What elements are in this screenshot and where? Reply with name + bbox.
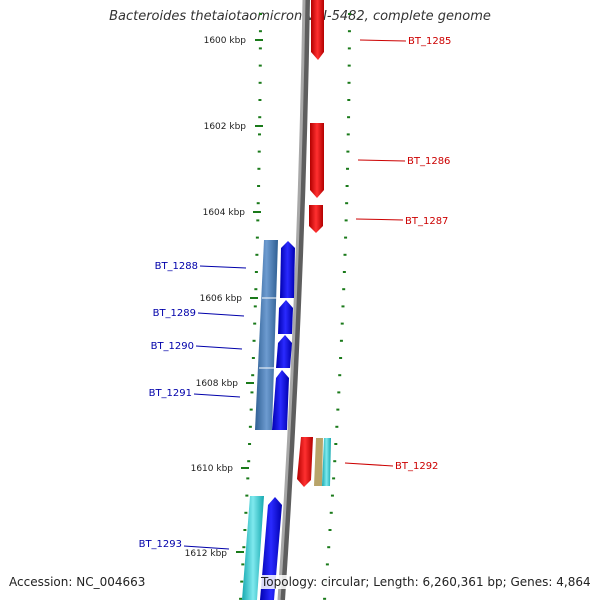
gene-arrow-forward[interactable] <box>260 497 282 600</box>
accession-label: Accession: NC_004663 <box>7 575 148 589</box>
gene-BT_1291[interactable]: BT_1291 <box>149 370 289 430</box>
ruler-label-1610: 1610 kbp <box>191 464 234 474</box>
gene-arrow-reverse[interactable] <box>309 205 323 233</box>
gene-arrow-forward[interactable] <box>280 241 295 298</box>
map-title: Bacteroides thetaiotaomicron VPI-5482, c… <box>109 9 491 24</box>
gene-arrow-reverse[interactable] <box>310 123 324 198</box>
topology-label: Topology: circular; Length: 6,260,361 bp… <box>259 575 593 589</box>
gene-BT_1290[interactable]: BT_1290 <box>151 335 292 368</box>
gene-BT_1293[interactable]: BT_1293 <box>139 496 282 600</box>
ortholog-bar-cyan <box>322 438 331 486</box>
gene-label-leader <box>183 545 230 550</box>
gene-BT_1289[interactable]: BT_1289 <box>153 300 293 334</box>
gene-BT_1292[interactable]: BT_1292 <box>297 437 438 487</box>
ruler-label-1602: 1602 kbp <box>204 122 247 132</box>
ruler-label-1608: 1608 kbp <box>196 379 239 389</box>
gene-arrow-forward[interactable] <box>272 370 289 430</box>
ruler-label-1604: 1604 kbp <box>203 208 246 218</box>
gene-label-BT_1287[interactable]: BT_1287 <box>405 216 448 227</box>
gene-label-leader <box>359 39 407 42</box>
ortholog-bar-tan <box>314 438 323 486</box>
gene-arrow-forward[interactable] <box>276 335 292 368</box>
ruler-label-1612: 1612 kbp <box>185 549 228 559</box>
gene-BT_1287[interactable]: BT_1287 <box>309 205 448 233</box>
genome-backbone-shadow <box>279 0 310 600</box>
gene-BT_1285[interactable]: BT_1285 <box>311 0 451 60</box>
gene-BT_1286[interactable]: BT_1286 <box>310 123 450 198</box>
gene-label-BT_1289[interactable]: BT_1289 <box>153 308 196 319</box>
gene-label-leader <box>357 159 406 162</box>
gene-label-BT_1286[interactable]: BT_1286 <box>407 156 450 167</box>
gene-arrow-reverse[interactable] <box>311 0 324 60</box>
ortholog-bar-cyan <box>242 496 264 600</box>
left-tick-ruler <box>239 13 262 600</box>
gene-label-BT_1290[interactable]: BT_1290 <box>151 341 194 352</box>
ruler-ticks: 1600 kbp 1602 kbp 1604 kbp 1606 kbp 1608… <box>185 36 263 559</box>
gene-arrow-forward[interactable] <box>278 300 293 334</box>
genome-backbone <box>277 0 306 600</box>
gene-label-leader <box>355 218 404 221</box>
gene-label-leader <box>344 462 394 467</box>
gene-label-leader <box>193 393 241 398</box>
gene-label-BT_1293[interactable]: BT_1293 <box>139 539 182 550</box>
gene-BT_1288[interactable]: BT_1288 <box>155 241 295 298</box>
gene-label-BT_1292[interactable]: BT_1292 <box>395 461 438 472</box>
gene-arrow-reverse[interactable] <box>297 437 313 487</box>
gene-label-BT_1288[interactable]: BT_1288 <box>155 261 198 272</box>
gene-label-leader <box>195 345 243 350</box>
right-tick-ruler <box>323 13 351 600</box>
gene-label-leader <box>199 265 247 269</box>
ortholog-bar-blue <box>255 240 278 430</box>
ruler-label-1606: 1606 kbp <box>200 294 243 304</box>
gene-label-BT_1291[interactable]: BT_1291 <box>149 388 192 399</box>
gene-label-leader <box>197 312 245 317</box>
gene-label-BT_1285[interactable]: BT_1285 <box>408 36 451 47</box>
ruler-label-1600: 1600 kbp <box>204 36 247 46</box>
